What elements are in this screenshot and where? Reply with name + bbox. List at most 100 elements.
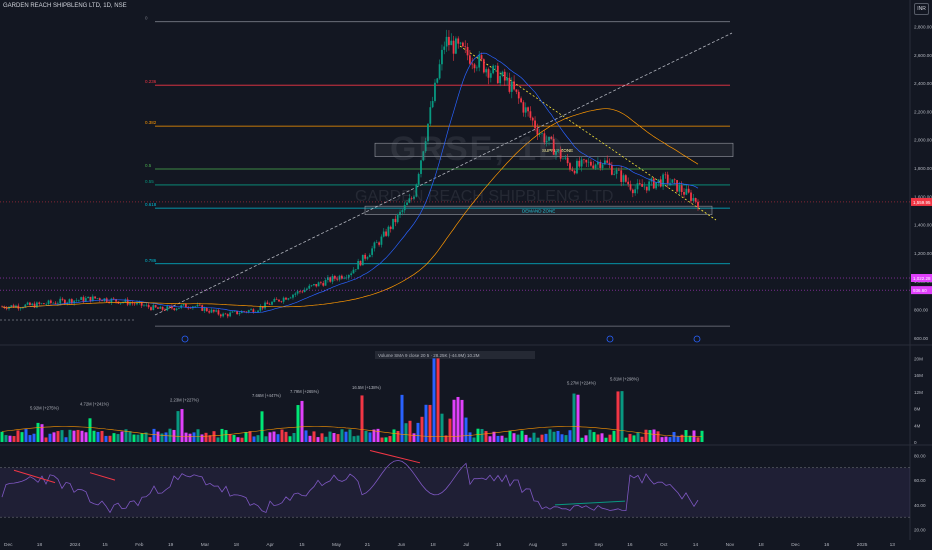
candle-body: [622, 175, 625, 182]
candle-body: [331, 276, 334, 282]
time-axis-label: Mar: [201, 542, 210, 548]
volume-bar: [700, 430, 704, 442]
candle-body: [308, 285, 311, 289]
volume-bar: [260, 411, 264, 442]
volume-annotation: 4.72M (+241%): [80, 402, 109, 407]
volume-bar: [508, 430, 512, 442]
volume-axis-tick: 12M: [914, 390, 923, 395]
volume-bar: [48, 433, 52, 442]
candle-body: [178, 307, 180, 309]
rsi-line: [1, 459, 699, 514]
candle-body: [273, 298, 276, 302]
candle-body: [580, 159, 583, 167]
event-marker-icon: [181, 335, 189, 343]
volume-bar: [100, 430, 104, 442]
volume-bar: [216, 437, 220, 442]
candle-body: [396, 214, 399, 223]
currency-badge[interactable]: INR: [914, 3, 929, 15]
volume-bar: [512, 433, 516, 442]
time-axis-label: Apr: [266, 542, 274, 548]
candle-body: [697, 201, 699, 208]
symbol-header: GARDEN REACH SHIPBLENG LTD, 1D, NSE: [3, 3, 127, 9]
candle-body: [119, 302, 122, 304]
volume-bar: [244, 431, 248, 442]
candle-body: [187, 307, 190, 309]
volume-bar: [500, 435, 504, 442]
candle-body: [569, 163, 571, 170]
time-axis-label: Aug: [529, 542, 538, 548]
candle-body: [68, 299, 71, 303]
time-axis-label: May: [332, 542, 342, 548]
rsi-divergence-line: [89, 472, 116, 481]
volume-bar: [664, 436, 668, 442]
candle-body: [438, 64, 441, 79]
volume-bar: [84, 432, 88, 442]
candle-body: [357, 261, 360, 270]
candle-body: [159, 306, 162, 309]
volume-bar: [80, 430, 84, 442]
volume-bar: [36, 422, 40, 442]
volume-bar: [96, 431, 100, 442]
candle-body: [89, 296, 92, 302]
volume-bar: [316, 437, 320, 442]
volume-bar: [352, 436, 356, 442]
candle-body: [329, 277, 332, 282]
candle-body: [238, 313, 241, 315]
candle-body: [63, 299, 66, 304]
candle-body: [29, 302, 31, 306]
candle-body: [352, 269, 355, 274]
candle-body: [140, 301, 143, 306]
time-axis-label: Oct: [660, 542, 668, 548]
candle-body: [380, 236, 383, 245]
volume-bar: [476, 428, 480, 442]
volume-bar: [28, 435, 32, 442]
candle-body: [576, 160, 578, 174]
rsi-divergence-line: [13, 469, 56, 484]
candle-body: [257, 310, 259, 313]
candle-body: [364, 254, 367, 259]
volume-bar: [20, 432, 24, 442]
volume-bar: [572, 393, 576, 442]
volume-bar: [600, 433, 604, 442]
candle-body: [543, 133, 546, 143]
candle-body: [359, 261, 362, 266]
candle-body: [108, 301, 110, 303]
candle-body: [166, 306, 169, 311]
candle-body: [375, 242, 378, 244]
candle-body: [641, 184, 644, 187]
candle-body: [77, 299, 80, 301]
rsi-axis-tick: 80.00: [914, 453, 926, 458]
volume-bar: [480, 428, 484, 442]
candle-body: [236, 310, 239, 315]
volume-bar: [188, 433, 192, 442]
volume-axis-tick: 4M: [914, 423, 921, 428]
candle-body: [222, 313, 225, 317]
candle-body: [466, 46, 469, 56]
candle-body: [73, 300, 76, 304]
candle-body: [154, 305, 157, 308]
candle-body: [627, 181, 630, 185]
time-axis-label: Jun: [398, 542, 406, 548]
candle-body: [268, 304, 271, 305]
price-label-text: 1,559.95: [913, 200, 931, 205]
candle-body: [617, 169, 620, 171]
candle-body: [245, 311, 248, 313]
volume-bar: [184, 432, 188, 442]
candle-body: [243, 311, 245, 312]
price-label-box: [911, 197, 932, 206]
time-axis-label: Feb: [135, 542, 144, 548]
time-axis-label: 19: [168, 542, 174, 548]
candle-body: [634, 189, 637, 194]
candle-body: [387, 226, 390, 236]
candle-body: [638, 183, 641, 185]
volume-bar: [604, 437, 608, 442]
time-axis-label: 2025: [857, 542, 868, 548]
volume-bar: [160, 433, 164, 442]
candle-body: [508, 77, 511, 92]
volume-bar: [464, 417, 468, 442]
candle-body: [694, 198, 697, 202]
fib-level-label: 0.5: [145, 163, 152, 168]
candle-body: [49, 300, 52, 303]
volume-bar: [72, 430, 76, 442]
